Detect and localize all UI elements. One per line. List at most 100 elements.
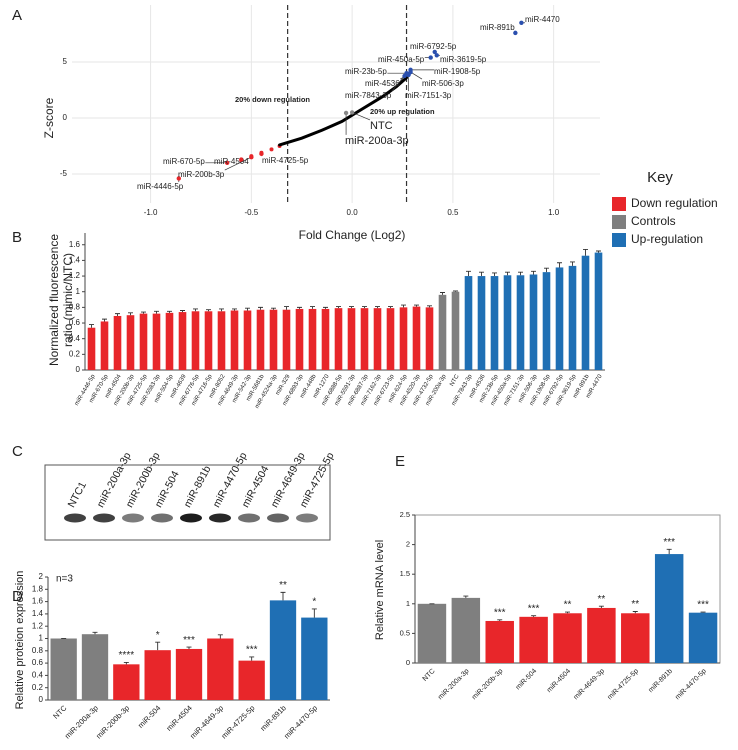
bar bbox=[555, 267, 564, 370]
error-bar bbox=[518, 271, 523, 276]
y-tick-label: 0 bbox=[63, 113, 68, 122]
error-bar bbox=[128, 312, 133, 316]
point-label: miR-670-5p bbox=[163, 157, 205, 166]
significance-label: ** bbox=[631, 599, 639, 610]
data-point bbox=[176, 176, 182, 181]
error-bar bbox=[311, 608, 317, 618]
annotation: 20% down regulation bbox=[235, 95, 310, 104]
bar bbox=[243, 310, 252, 370]
error-bar bbox=[596, 250, 601, 253]
bar bbox=[438, 294, 447, 370]
x-axis-label: Fold Change (Log2) bbox=[299, 228, 406, 242]
significance-label: * bbox=[312, 597, 316, 608]
error-bar bbox=[123, 662, 129, 665]
significance-label: **** bbox=[119, 650, 135, 661]
point-label: miR-4446-5p bbox=[137, 182, 184, 191]
x-tick-label: NTC bbox=[449, 373, 461, 387]
error-bar bbox=[492, 272, 497, 277]
y-tick-label: 5 bbox=[63, 57, 68, 66]
bar bbox=[594, 252, 603, 370]
bar bbox=[553, 613, 582, 663]
bar bbox=[238, 660, 265, 700]
y-tick-label: -5 bbox=[60, 169, 68, 178]
bar bbox=[516, 275, 525, 370]
bar bbox=[373, 308, 382, 370]
error-bar bbox=[349, 306, 354, 309]
bar bbox=[126, 315, 135, 370]
significance-label: ** bbox=[564, 600, 572, 611]
legend-swatch bbox=[612, 233, 626, 247]
data-point bbox=[402, 73, 407, 79]
significance-label: *** bbox=[663, 537, 675, 548]
error-bar bbox=[219, 308, 224, 312]
y-tick-label: 0.5 bbox=[400, 628, 410, 637]
bar bbox=[529, 274, 538, 370]
bar bbox=[451, 291, 460, 370]
bar bbox=[519, 616, 548, 663]
y-axis-label: ratio (mimic/NTC) bbox=[61, 253, 75, 347]
data-point bbox=[428, 55, 433, 60]
error-bar bbox=[427, 305, 432, 308]
error-bar bbox=[531, 615, 537, 617]
leader-line bbox=[410, 71, 423, 80]
y-axis-label: Normalized fluorescence bbox=[47, 234, 61, 366]
error-bar bbox=[440, 292, 445, 295]
data-point bbox=[259, 151, 264, 157]
bar bbox=[144, 650, 171, 700]
bar bbox=[207, 638, 234, 700]
x-tick-label: miR-4649-3p bbox=[573, 668, 607, 702]
x-tick-label: miR-4504 bbox=[164, 703, 193, 732]
bar bbox=[581, 255, 590, 370]
blot-band bbox=[64, 513, 86, 523]
error-bar bbox=[89, 324, 94, 328]
bar bbox=[165, 312, 174, 370]
bar bbox=[308, 308, 317, 370]
bar bbox=[269, 309, 278, 370]
bar bbox=[490, 276, 499, 370]
blot-band bbox=[180, 513, 202, 523]
bar bbox=[347, 308, 356, 370]
y-tick-label: 0.2 bbox=[32, 683, 44, 692]
y-tick-label: 1.2 bbox=[32, 621, 44, 630]
x-tick-label: miR-4470-5p bbox=[282, 703, 319, 740]
bar bbox=[542, 272, 551, 370]
y-tick-label: 0.8 bbox=[32, 646, 44, 655]
point-label: miR-4470 bbox=[525, 15, 560, 24]
data-point bbox=[432, 49, 437, 55]
panel-label: A bbox=[12, 7, 22, 24]
bar bbox=[485, 620, 514, 663]
significance-label: ** bbox=[597, 594, 605, 605]
bar bbox=[139, 313, 148, 370]
x-tick-label: miR-891b bbox=[647, 668, 673, 694]
data-point bbox=[434, 53, 439, 58]
bar bbox=[50, 638, 77, 700]
error-bar bbox=[463, 595, 469, 598]
error-bar bbox=[666, 548, 672, 555]
bar bbox=[464, 276, 473, 370]
error-bar bbox=[245, 307, 250, 311]
bar bbox=[175, 648, 203, 700]
error-bar bbox=[497, 619, 503, 621]
error-bar bbox=[557, 262, 562, 268]
error-bar bbox=[531, 270, 536, 275]
data-point bbox=[249, 154, 254, 160]
y-tick-label: 1 bbox=[406, 599, 410, 608]
error-bar bbox=[362, 306, 367, 309]
y-tick-label: 2 bbox=[39, 572, 44, 581]
bar bbox=[81, 634, 109, 700]
legend-label: Down regulation bbox=[631, 196, 718, 210]
error-bar bbox=[217, 634, 223, 639]
bar bbox=[399, 307, 408, 370]
x-tick-label: miR-200b-3p bbox=[94, 703, 131, 740]
error-bar bbox=[102, 318, 107, 322]
bar bbox=[417, 603, 447, 663]
y-tick-label: 0 bbox=[39, 695, 44, 704]
point-label: miR-1908-5p bbox=[434, 67, 481, 76]
error-bar bbox=[479, 271, 484, 277]
blot-band bbox=[209, 513, 231, 523]
x-tick-label: 1.0 bbox=[548, 208, 560, 217]
error-bar bbox=[570, 261, 575, 266]
error-bar bbox=[284, 306, 289, 310]
error-bar bbox=[388, 306, 393, 309]
